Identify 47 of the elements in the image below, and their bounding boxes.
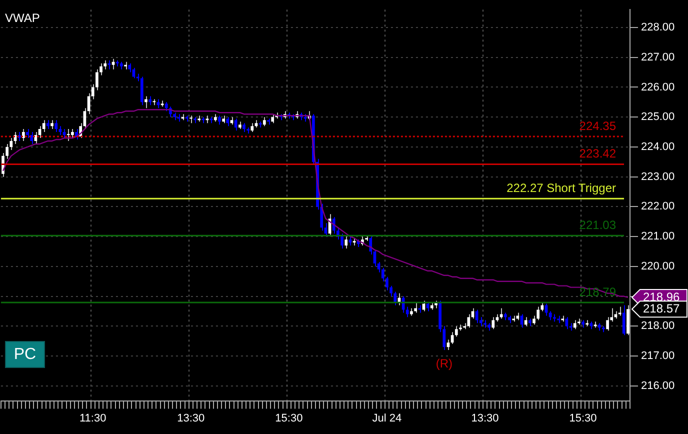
x-tick-label: 15:30: [569, 412, 597, 424]
candlestick: [54, 120, 58, 133]
y-tick-label: 222.00: [641, 200, 675, 213]
candlestick: [454, 326, 458, 338]
candlestick: [606, 316, 609, 332]
y-tick-label: 218.00: [641, 320, 675, 332]
annotation: PC: [5, 341, 45, 368]
candlestick: [500, 308, 503, 320]
x-tick-label: 13:30: [177, 412, 205, 424]
candlestick: [332, 216, 336, 234]
x-tick-label: 15:30: [275, 412, 303, 424]
y-tick-label: 225.00: [641, 111, 675, 124]
y-tick-label: 228.00: [641, 22, 675, 34]
x-tick-label: 11:30: [80, 412, 106, 424]
candlestick: [414, 302, 417, 314]
ref-line-label: 222.27 Short Trigger: [506, 180, 616, 195]
candlestick: [34, 132, 38, 144]
y-tick-label: 226.00: [641, 81, 675, 94]
y-tick-label: 227.00: [641, 51, 675, 64]
ref-line-label: 223.42: [579, 146, 616, 161]
y-tick-label: 221.00: [641, 230, 675, 243]
y-tick-label: 220.00: [641, 260, 675, 272]
candlestick: [344, 236, 348, 249]
text: 218.57: [643, 301, 680, 316]
annotation: (R): [436, 356, 452, 370]
candlestick: [492, 316, 495, 330]
chart-title: VWAP: [4, 10, 40, 25]
y-tick-label: 224.00: [641, 141, 675, 153]
y-tick-label: 217.00: [641, 350, 675, 362]
x-tick-label: 13:30: [471, 412, 499, 424]
candlestick: [140, 76, 144, 106]
text: 218.96: [643, 290, 680, 304]
ref-line-label: 221.03: [579, 218, 616, 232]
candlestick: [622, 304, 626, 336]
candlestick: [536, 306, 540, 321]
y-tick-label: 216.00: [641, 380, 675, 392]
ref-line-label: 224.35: [579, 118, 616, 133]
candlestick: [144, 96, 148, 109]
candlestick: [467, 314, 470, 328]
x-tick-label: Jul 24: [372, 412, 402, 424]
candlestick: [406, 306, 409, 318]
candlestick: [475, 309, 478, 324]
candlestick: [30, 132, 34, 144]
candlestick: [22, 128, 25, 142]
candlestick: [66, 128, 70, 142]
candlestick: [234, 118, 238, 132]
y-tick-label: 223.00: [641, 170, 675, 183]
